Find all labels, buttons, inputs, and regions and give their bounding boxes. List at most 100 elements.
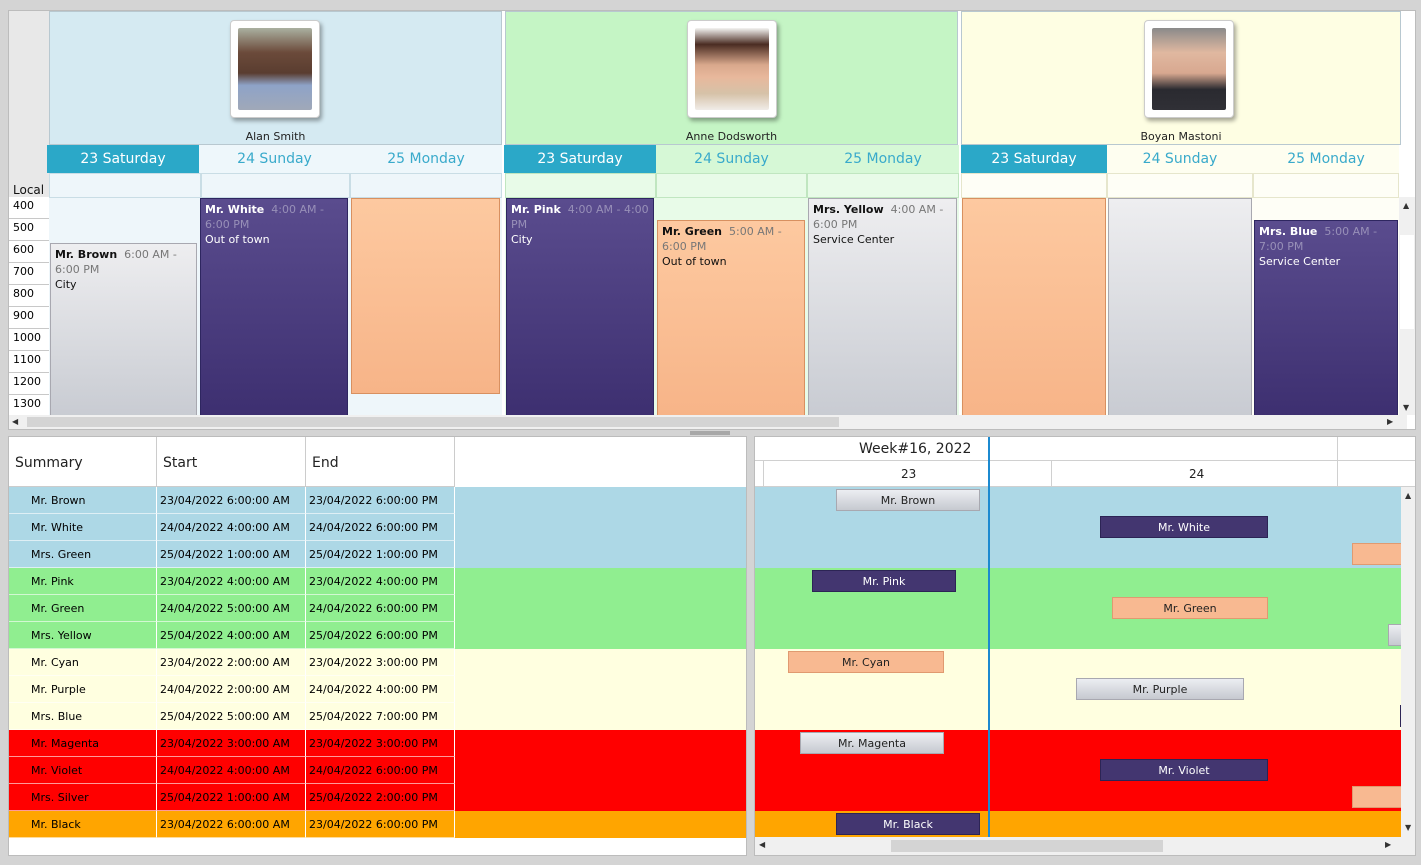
day-header[interactable]: 23 Saturday	[961, 145, 1107, 173]
gantt-bar[interactable]: Mr. Cyan	[788, 651, 944, 673]
day-header[interactable]: 23 Saturday	[504, 145, 656, 173]
day-header[interactable]: 24 Sunday	[1107, 145, 1253, 173]
day-header[interactable]: 23 Saturday	[47, 145, 199, 173]
scroll-down-icon[interactable]: ▼	[1403, 403, 1410, 412]
all-day-cell[interactable]	[505, 173, 656, 198]
appointment-time: 6:00 AM - 6:00 PM	[55, 248, 177, 276]
day-header[interactable]: 25 Monday	[350, 145, 502, 173]
horizontal-scrollbar[interactable]: ◀ ▶	[9, 415, 1407, 429]
appointment-location: Service Center	[1259, 255, 1341, 268]
table-row[interactable]: Mr. Purple 24/04/2022 2:00:00 AM 24/04/202…	[9, 676, 746, 703]
day-header[interactable]: 24 Sunday	[656, 145, 807, 173]
avatar	[1144, 20, 1234, 118]
hour-label: 1100	[9, 351, 49, 373]
gantt-bar[interactable]	[1352, 543, 1415, 565]
hour-label: 1000	[9, 329, 49, 351]
gantt-bar[interactable]: Mr. Magenta	[800, 732, 944, 754]
table-row[interactable]: Mrs. Yellow 25/04/2022 4:00:00 AM 25/04/20…	[9, 622, 746, 649]
column-header[interactable]: End	[306, 437, 455, 487]
gantt-row: Mr. White	[755, 514, 1401, 541]
all-day-cell[interactable]	[656, 173, 807, 198]
scroll-right-icon[interactable]: ▶	[1385, 840, 1392, 849]
scrollbar-thumb[interactable]	[891, 840, 1163, 852]
end-cell: 23/04/2022 3:00:00 PM	[306, 649, 455, 676]
scroll-left-icon[interactable]: ◀	[759, 840, 766, 849]
column-header[interactable]: Summary	[9, 437, 157, 487]
table-row[interactable]: Mrs. Silver 25/04/2022 1:00:00 AM 25/04/20…	[9, 784, 746, 811]
scheduler-view: Alan Smith Anne Dodsworth Boyan Mastoni …	[8, 10, 1416, 430]
summary-cell: Mr. Violet	[9, 757, 157, 784]
table-row[interactable]: Mr. Black 23/04/2022 6:00:00 AM 23/04/2022…	[9, 811, 746, 838]
scroll-up-icon[interactable]: ▲	[1405, 491, 1412, 500]
appointment[interactable]: Mrs. Yellow 4:00 AM - 6:00 PM Service Ce…	[808, 198, 957, 418]
scroll-up-icon[interactable]: ▲	[1403, 201, 1410, 210]
end-cell: 25/04/2022 7:00:00 PM	[306, 703, 455, 730]
scrollbar-thumb[interactable]	[1400, 235, 1414, 329]
appointment[interactable]: Mr. Pink 4:00 AM - 4:00 PM City	[506, 198, 654, 418]
horizontal-scrollbar[interactable]: ◀ ▶	[755, 837, 1415, 855]
gantt-row: Mr. Magenta	[755, 730, 1401, 757]
gantt-bar[interactable]	[1352, 786, 1415, 808]
appointment[interactable]	[962, 198, 1106, 418]
appointment-title: Mr. Green	[662, 225, 723, 238]
table-row[interactable]: Mr. Violet 24/04/2022 4:00:00 AM 24/04/202…	[9, 757, 746, 784]
start-cell: 23/04/2022 4:00:00 AM	[157, 568, 306, 595]
start-cell: 24/04/2022 2:00:00 AM	[157, 676, 306, 703]
all-day-cell[interactable]	[49, 173, 201, 198]
all-day-cell[interactable]	[1253, 173, 1399, 198]
scrollbar-thumb[interactable]	[27, 417, 839, 427]
scroll-down-icon[interactable]: ▼	[1405, 823, 1412, 832]
table-row[interactable]: Mr. Cyan 23/04/2022 2:00:00 AM 23/04/2022 …	[9, 649, 746, 676]
appointment[interactable]: Mr. White 4:00 AM - 6:00 PM Out of town	[200, 198, 348, 418]
table-row[interactable]: Mr. Magenta 23/04/2022 3:00:00 AM 23/04/20…	[9, 730, 746, 757]
resource-name: Alan Smith	[245, 130, 306, 143]
column-header[interactable]: Start	[157, 437, 306, 487]
summary-cell: Mr. Cyan	[9, 649, 157, 676]
appointment[interactable]	[1108, 198, 1252, 418]
day-label: 24	[1189, 467, 1205, 481]
splitter-grip[interactable]	[690, 431, 730, 435]
appointment-location: Out of town	[662, 255, 727, 268]
all-day-cell[interactable]	[350, 173, 502, 198]
all-day-cell[interactable]	[1107, 173, 1253, 198]
day-header[interactable]: 25 Monday	[807, 145, 959, 173]
appointments-grid: Summary Start End Mr. Brown 23/04/2022 6:…	[8, 436, 747, 856]
table-row[interactable]: Mr. White 24/04/2022 4:00:00 AM 24/04/2022…	[9, 514, 746, 541]
gantt-bar[interactable]: Mr. Purple	[1076, 678, 1244, 700]
appointment-title: Mr. Pink	[511, 203, 561, 216]
appointment[interactable]: Mr. Green 5:00 AM - 6:00 PM Out of town	[657, 220, 805, 418]
week-label: Week#16, 2022	[859, 441, 972, 457]
start-cell: 24/04/2022 5:00:00 AM	[157, 595, 306, 622]
vertical-scrollbar[interactable]: ▲ ▼	[1399, 197, 1415, 415]
appointment[interactable]: Mrs. Blue 5:00 AM - 7:00 PM Service Cent…	[1254, 220, 1398, 418]
table-row[interactable]: Mr. Green 24/04/2022 5:00:00 AM 24/04/2022…	[9, 595, 746, 622]
gantt-bar[interactable]: Mr. White	[1100, 516, 1268, 538]
table-row[interactable]: Mrs. Green 25/04/2022 1:00:00 AM 25/04/202…	[9, 541, 746, 568]
appointment-location: Out of town	[205, 233, 270, 246]
scroll-left-icon[interactable]: ◀	[12, 417, 19, 426]
gantt-bar[interactable]: Mr. Violet	[1100, 759, 1268, 781]
gantt-bar[interactable]: Mr. Black	[836, 813, 980, 835]
summary-cell: Mr. Pink	[9, 568, 157, 595]
vertical-scrollbar[interactable]: ▲ ▼	[1401, 487, 1415, 837]
gantt-row: Mr. Purple	[755, 676, 1401, 703]
appointment-location: Service Center	[813, 233, 895, 246]
gantt-bar[interactable]: Mr. Pink	[812, 570, 956, 592]
gantt-bar[interactable]: Mr. Brown	[836, 489, 980, 511]
all-day-cell[interactable]	[807, 173, 959, 198]
all-day-cell[interactable]	[961, 173, 1107, 198]
scroll-right-icon[interactable]: ▶	[1387, 417, 1394, 426]
table-row[interactable]: Mr. Pink 23/04/2022 4:00:00 AM 23/04/2022 …	[9, 568, 746, 595]
summary-cell: Mr. Black	[9, 811, 157, 838]
table-row[interactable]: Mr. Brown 23/04/2022 6:00:00 AM 23/04/2022…	[9, 487, 746, 514]
appointment[interactable]: Mr. Brown 6:00 AM - 6:00 PM City	[50, 243, 197, 418]
gantt-bar[interactable]: Mr. Green	[1112, 597, 1268, 619]
day-header[interactable]: 25 Monday	[1253, 145, 1399, 173]
table-row[interactable]: Mrs. Blue 25/04/2022 5:00:00 AM 25/04/2022…	[9, 703, 746, 730]
hour-label: 700	[9, 263, 49, 285]
hour-label: 800	[9, 285, 49, 307]
resource-name: Anne Dodsworth	[685, 130, 778, 143]
all-day-cell[interactable]	[201, 173, 350, 198]
day-header[interactable]: 24 Sunday	[199, 145, 350, 173]
appointment[interactable]	[351, 198, 500, 394]
